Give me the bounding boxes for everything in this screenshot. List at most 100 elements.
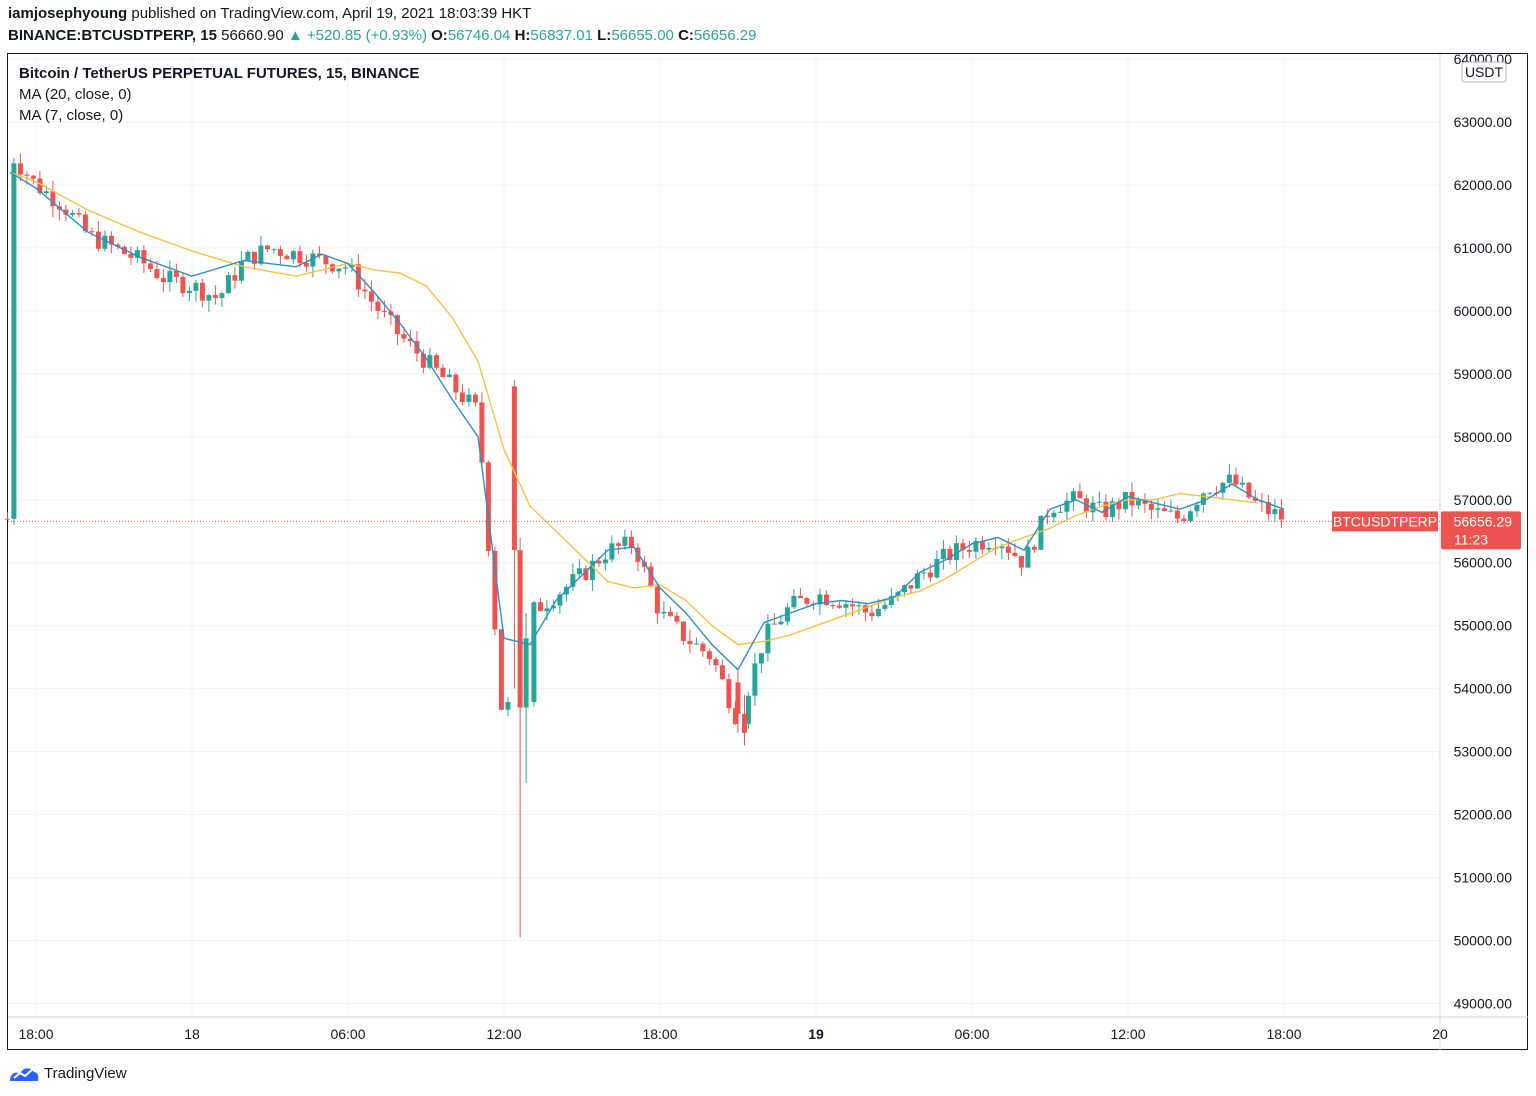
candle-body bbox=[219, 293, 225, 298]
close-label: C: bbox=[678, 27, 694, 44]
candle-body bbox=[960, 543, 966, 550]
candle-body bbox=[1142, 499, 1148, 504]
y-tick-label: 50000.00 bbox=[1454, 933, 1513, 949]
candle-body bbox=[1272, 509, 1278, 515]
candle-body bbox=[843, 604, 849, 608]
y-tick-label: 56000.00 bbox=[1454, 555, 1513, 571]
candle-body bbox=[661, 611, 667, 614]
candle-body bbox=[342, 267, 348, 269]
candle-body bbox=[537, 602, 543, 612]
candle-body bbox=[394, 315, 400, 335]
candle-body bbox=[485, 462, 491, 551]
candle-body bbox=[303, 263, 309, 267]
candle-body bbox=[511, 386, 517, 551]
candle-body bbox=[427, 355, 433, 368]
candle-body bbox=[674, 615, 680, 622]
candle-body bbox=[1096, 501, 1102, 503]
candle-body bbox=[1278, 509, 1284, 520]
candle-body bbox=[479, 402, 485, 463]
candle-body bbox=[290, 251, 296, 260]
candle-body bbox=[1252, 497, 1258, 501]
candle-body bbox=[1220, 482, 1226, 493]
candle-body bbox=[901, 585, 907, 593]
candle-body bbox=[1109, 501, 1115, 518]
candle-body bbox=[102, 235, 108, 249]
candle-body bbox=[1161, 508, 1167, 512]
candle-body bbox=[830, 605, 836, 607]
candle-body bbox=[193, 282, 199, 291]
candle-body bbox=[1233, 474, 1239, 485]
candle-body bbox=[414, 341, 420, 354]
candle-body bbox=[791, 595, 797, 608]
high-value: 56837.01 bbox=[530, 27, 593, 44]
candle-body bbox=[804, 598, 810, 604]
candle-body bbox=[238, 261, 244, 281]
candle-body bbox=[11, 163, 17, 519]
candle-body bbox=[251, 251, 257, 264]
candle-body bbox=[1077, 491, 1083, 499]
candle-body bbox=[1025, 546, 1031, 568]
x-tick-label: 18 bbox=[184, 1026, 200, 1042]
candle-body bbox=[316, 253, 322, 256]
symbol-tag bbox=[1332, 511, 1438, 532]
candle-body bbox=[50, 191, 56, 207]
candle-body bbox=[284, 255, 290, 260]
candle-body bbox=[735, 682, 741, 714]
candle-body bbox=[459, 392, 465, 402]
candle-body bbox=[1207, 492, 1213, 494]
ma7-legend[interactable]: MA (7, close, 0) bbox=[19, 107, 124, 124]
candle-body bbox=[700, 643, 706, 652]
candle-body bbox=[349, 264, 355, 268]
candle-body bbox=[128, 253, 134, 258]
price-change: ▲ +520.85 (+0.93%) bbox=[287, 27, 427, 44]
candle-body bbox=[63, 209, 69, 215]
candle-body bbox=[1064, 500, 1070, 512]
ma7-line bbox=[9, 171, 1285, 671]
x-tick-label: 06:00 bbox=[330, 1026, 365, 1042]
candle-body bbox=[381, 310, 387, 312]
candle-body bbox=[472, 394, 478, 403]
candle-body bbox=[862, 605, 868, 613]
price-countdown: 11:23 bbox=[1454, 531, 1488, 547]
tradingview-logo[interactable]: TradingView bbox=[8, 1063, 127, 1083]
candle-body bbox=[323, 255, 329, 265]
candle-body bbox=[1129, 491, 1135, 506]
candle-body bbox=[742, 713, 747, 733]
candle-body bbox=[849, 604, 855, 607]
currency-label: USDT bbox=[1465, 64, 1504, 80]
candle-body bbox=[310, 253, 316, 267]
candle-body bbox=[856, 605, 862, 607]
ma20-legend[interactable]: MA (20, close, 0) bbox=[19, 86, 132, 103]
candle-body bbox=[583, 568, 589, 580]
y-tick-label: 62000.00 bbox=[1454, 177, 1513, 193]
y-tick-label: 58000.00 bbox=[1454, 429, 1513, 445]
candle-body bbox=[225, 275, 231, 294]
candle-body bbox=[1194, 504, 1200, 512]
candle-body bbox=[95, 231, 101, 249]
y-tick-label: 51000.00 bbox=[1454, 870, 1513, 886]
candle-body bbox=[576, 568, 582, 575]
candle-body bbox=[1070, 491, 1076, 501]
candle-body bbox=[147, 263, 153, 270]
candle-body bbox=[43, 191, 49, 194]
price-tag-value: 56656.29 bbox=[1454, 513, 1513, 529]
candle-body bbox=[523, 638, 529, 708]
y-tick-label: 61000.00 bbox=[1454, 240, 1513, 256]
candle-body bbox=[836, 605, 842, 608]
candle-body bbox=[108, 235, 114, 245]
candle-body bbox=[141, 250, 147, 264]
ohlc-bar: BINANCE:BTCUSDTPERP, 15 56660.90 ▲ +520.… bbox=[8, 27, 756, 44]
candle-body bbox=[258, 245, 264, 264]
candle-body bbox=[89, 231, 95, 233]
candle-body bbox=[264, 245, 270, 250]
candle-body bbox=[654, 586, 660, 614]
candle-body bbox=[921, 572, 927, 574]
candle-body bbox=[570, 574, 576, 587]
ma20-line bbox=[9, 171, 1259, 646]
close-value: 56656.29 bbox=[693, 27, 757, 44]
author-name[interactable]: iamjosephyoung bbox=[8, 5, 128, 22]
candle-body bbox=[973, 541, 979, 552]
candle-body bbox=[758, 653, 764, 664]
x-tick-label: 18:00 bbox=[18, 1026, 53, 1042]
